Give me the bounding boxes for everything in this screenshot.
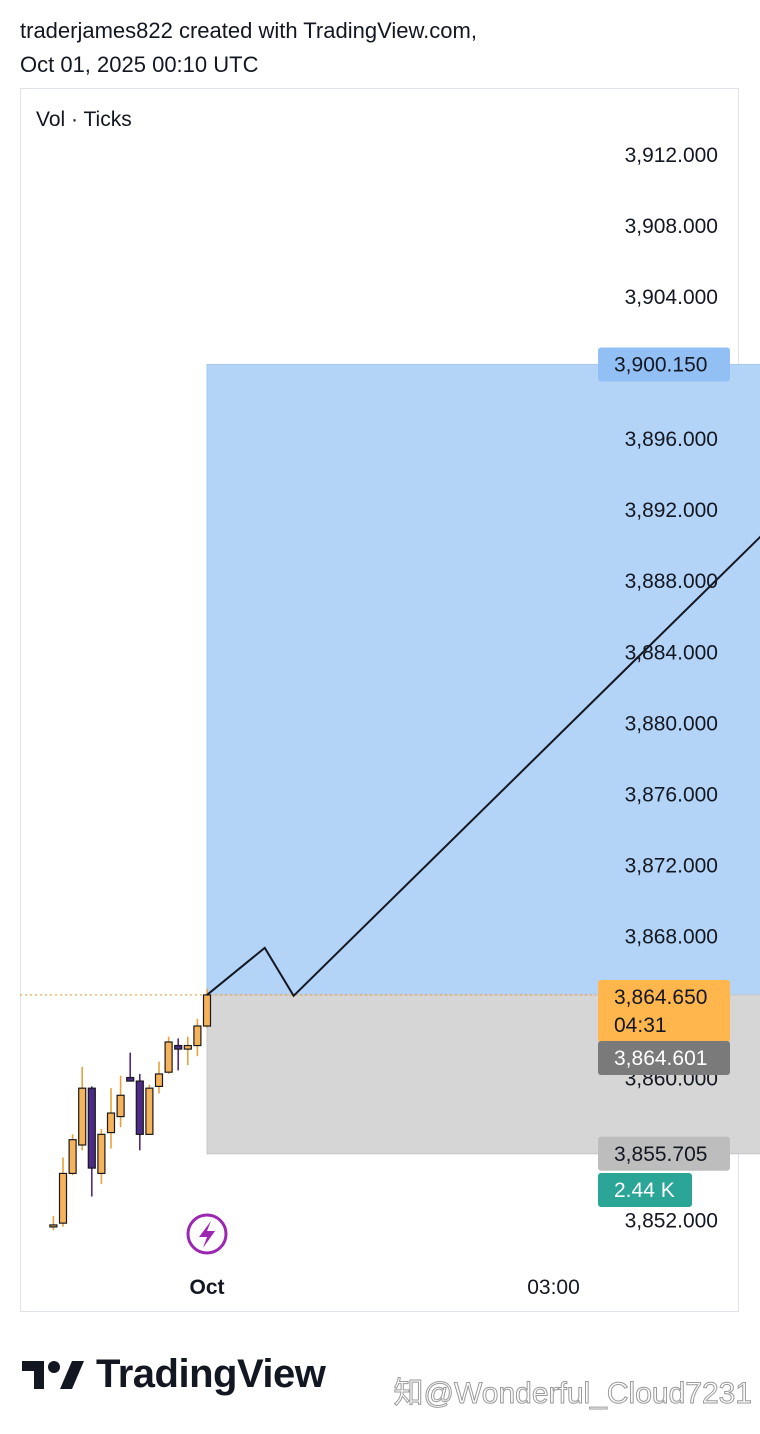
candle-body [68, 1139, 77, 1175]
target-price-tag-text: 3,900.150 [614, 353, 707, 376]
price-axis[interactable]: 3,912.000 3,908.000 3,904.000 3,896.000 3,89… [625, 144, 718, 1233]
volume-tag: 2.44 K [598, 1173, 692, 1207]
indicator-label[interactable]: Vol · Ticks [36, 108, 132, 131]
candle-body [97, 1133, 106, 1175]
current-price-tag-bg [598, 980, 730, 1042]
current-price-tag: 3,864.650 04:31 [598, 980, 730, 1042]
stop-price-tag-bg [598, 1136, 730, 1171]
projection-path[interactable] [206, 365, 760, 998]
candle-body [183, 1044, 192, 1050]
stop-price-tag-text: 3,855.705 [614, 1143, 707, 1166]
candle-body [78, 1087, 87, 1146]
y-tick-label: 3,884.000 [625, 641, 718, 664]
y-tick-label: 3,912.000 [625, 144, 718, 167]
x-tick-label: 03:00 [527, 1276, 580, 1299]
candles [49, 988, 212, 1231]
author-line: traderjames822 created with TradingView.… [20, 18, 477, 43]
target-price-tag: 3,900.150 [598, 347, 730, 382]
chart-header: traderjames822 created with TradingView.… [20, 14, 477, 82]
y-tick-label: 3,888.000 [625, 570, 718, 593]
tradingview-logo-icon [22, 1360, 84, 1389]
y-tick-label: 3,908.000 [625, 215, 718, 238]
y-tick-label: 3,904.000 [625, 286, 718, 309]
y-tick-label: 3,852.000 [625, 1210, 718, 1233]
y-tick-label: 3,880.000 [625, 712, 718, 735]
candle-body [145, 1087, 154, 1135]
watermark: 知@Wonderful_Cloud7231 [393, 1377, 752, 1411]
previous-close-tag: 3,864.601 [598, 1041, 730, 1075]
tradingview-logo[interactable]: TradingView [22, 1352, 326, 1397]
volume-tag-bg [598, 1173, 692, 1207]
candle-body [174, 1044, 183, 1050]
candle-body [106, 1112, 116, 1134]
candle-body [58, 1172, 68, 1224]
y-tick-label: 3,872.000 [625, 854, 718, 877]
stop-price-tag: 3,855.705 [598, 1136, 730, 1171]
flash-icon[interactable] [186, 1213, 228, 1255]
candle-body [87, 1087, 96, 1169]
previous-close-tag-text: 3,864.601 [614, 1047, 707, 1070]
y-tick-label: 3,876.000 [625, 783, 718, 806]
candle-body [164, 1041, 173, 1073]
candle-body [135, 1080, 144, 1135]
candle-body [126, 1076, 135, 1082]
candle-body [116, 1094, 125, 1118]
target-zone[interactable] [206, 363, 760, 996]
y-tick-label: 3,892.000 [625, 499, 718, 522]
candle-body [154, 1073, 164, 1088]
current-price-tag-text: 04:31 [614, 1014, 667, 1037]
tradingview-wordmark: TradingView [96, 1352, 326, 1396]
candle-body [202, 994, 212, 1027]
previous-close-tag-bg [598, 1041, 730, 1075]
current-price-tag-text: 3,864.650 [614, 986, 707, 1009]
price-tags: 3,900.150 3,864.650 04:31 3,864.601 3,855.70… [598, 347, 730, 1207]
projection-line[interactable] [206, 365, 760, 998]
candle-body [193, 1025, 202, 1047]
x-tick-label: Oct [189, 1276, 224, 1299]
candle-body [49, 1224, 58, 1228]
timestamp-line: Oct 01, 2025 00:10 UTC [20, 52, 259, 77]
y-tick-label: 3,868.000 [625, 925, 718, 948]
y-tick-label: 3,896.000 [625, 428, 718, 451]
volume-tag-text: 2.44 K [614, 1179, 675, 1202]
target-price-tag-bg [598, 347, 730, 382]
